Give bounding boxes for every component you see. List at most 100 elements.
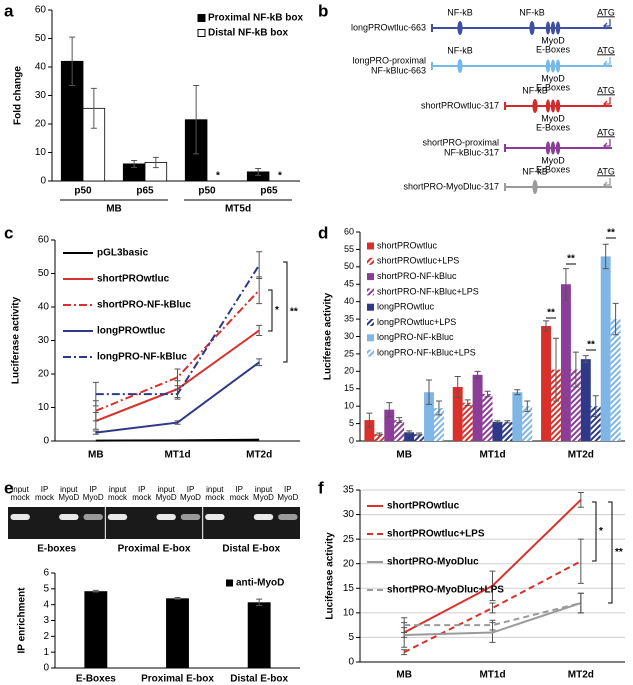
error-bar bbox=[474, 370, 481, 379]
nfkb-site bbox=[532, 99, 538, 113]
bar bbox=[84, 591, 108, 668]
bar bbox=[522, 406, 533, 441]
feature-label: MyoD bbox=[541, 155, 565, 165]
gel-band bbox=[107, 514, 128, 520]
error-bar bbox=[131, 159, 138, 168]
feature-label: ATG bbox=[597, 45, 615, 55]
bar bbox=[166, 598, 189, 668]
x-tick-label: MT1d bbox=[479, 670, 505, 681]
bar bbox=[580, 359, 591, 441]
error-bar bbox=[255, 167, 262, 176]
y-tick-label: 5 bbox=[43, 583, 49, 594]
error-bar bbox=[524, 400, 531, 412]
error-bar bbox=[426, 379, 433, 405]
error-bar bbox=[92, 430, 99, 435]
gel-lane-label: input bbox=[206, 485, 224, 494]
bar bbox=[364, 420, 375, 441]
line bbox=[404, 602, 582, 636]
x-tick-label: Distal E-box bbox=[230, 674, 288, 685]
gel-band bbox=[156, 514, 176, 520]
feature-label: MyoD bbox=[541, 113, 565, 123]
y-tick-label: 30 bbox=[38, 335, 50, 346]
y-tick-label: 2 bbox=[43, 631, 49, 642]
y-tick-label: 10 bbox=[38, 402, 50, 413]
x-tick-label: MT2d bbox=[568, 450, 594, 461]
bar bbox=[452, 387, 463, 441]
gel-lane-label: MyoD bbox=[156, 493, 177, 502]
error-bar bbox=[416, 432, 423, 436]
y-tick-label: 40 bbox=[344, 296, 354, 306]
panel-letter: c bbox=[4, 223, 13, 242]
legend-label: Distal NF-kB box bbox=[208, 28, 288, 39]
y-tick-label: 20 bbox=[38, 369, 50, 380]
gel-band bbox=[278, 514, 298, 520]
y-tick-label: 60 bbox=[344, 226, 354, 236]
group-label: MB bbox=[106, 204, 122, 215]
x-tick-label: MB bbox=[88, 450, 104, 461]
bar bbox=[394, 420, 405, 441]
legend-label: longPRO-NF-kBluc bbox=[377, 332, 454, 342]
nfkb-site bbox=[529, 21, 535, 35]
feature-label: ATG bbox=[597, 166, 615, 176]
legend-label: pGL3basic bbox=[97, 248, 149, 259]
gel-lane-label: input bbox=[11, 485, 29, 494]
line bbox=[95, 264, 261, 396]
legend-swatch bbox=[367, 242, 374, 250]
error-bar bbox=[552, 337, 559, 402]
legend-label: Proximal NF-kB box bbox=[208, 13, 303, 24]
y-tick-label: 15 bbox=[343, 583, 355, 594]
ebox-site bbox=[555, 99, 561, 113]
legend-label: longPROwtluc bbox=[377, 302, 435, 312]
ebox-site bbox=[545, 59, 551, 73]
error-bar bbox=[376, 432, 383, 436]
error-bar bbox=[174, 597, 181, 600]
x-tick-label: MT2d bbox=[568, 670, 594, 681]
construct-name: longPROwtluc-663 bbox=[351, 22, 426, 32]
gel-lane-label: IP bbox=[89, 485, 97, 494]
atg-arrow bbox=[603, 97, 611, 108]
line bbox=[403, 560, 582, 654]
x-tick-label: MT1d bbox=[164, 450, 190, 461]
error-bar bbox=[386, 402, 393, 418]
gel-lane-label: mock bbox=[108, 493, 128, 502]
feature-label: NF-kB bbox=[522, 166, 548, 176]
legend-swatch bbox=[367, 303, 374, 311]
gel-band bbox=[59, 514, 79, 520]
nfkb-site bbox=[457, 21, 463, 35]
legend-label: shortPROwtluc+LPS bbox=[387, 529, 485, 540]
bar bbox=[512, 392, 523, 441]
legend-swatch bbox=[197, 14, 206, 22]
y-axis-label: Fold change bbox=[13, 66, 24, 125]
y-tick-label: 6 bbox=[43, 568, 49, 579]
error-bar bbox=[464, 399, 471, 406]
y-tick-label: 0 bbox=[43, 663, 49, 674]
bar bbox=[462, 402, 473, 441]
y-tick-label: 5 bbox=[348, 632, 354, 643]
gel-band bbox=[10, 514, 30, 520]
bar bbox=[424, 392, 434, 441]
feature-label: ATG bbox=[597, 85, 615, 95]
significance-bracket bbox=[268, 289, 273, 332]
error-bar bbox=[152, 156, 159, 169]
x-tick-label: p50 bbox=[74, 186, 92, 197]
y-tick-label: 30 bbox=[344, 331, 354, 341]
x-tick-label: MB bbox=[396, 670, 412, 681]
legend-label: longPROwtluc+LPS bbox=[377, 317, 456, 327]
feature-label: E-Boxes bbox=[536, 164, 571, 174]
error-bar bbox=[69, 36, 76, 87]
error-bar bbox=[396, 417, 403, 424]
y-tick-label: 50 bbox=[344, 261, 354, 271]
y-tick-label: 10 bbox=[35, 147, 47, 158]
gel-lane-label: mock bbox=[35, 493, 55, 502]
line bbox=[95, 361, 260, 434]
x-tick-label: p65 bbox=[136, 186, 154, 197]
gel-lane-label: mock bbox=[11, 493, 31, 502]
legend-swatch bbox=[367, 334, 374, 342]
gel-lane-label: mock bbox=[132, 493, 152, 502]
annotation: ** bbox=[587, 340, 595, 351]
gel-lane-label: MyoD bbox=[83, 493, 104, 502]
gel-band bbox=[83, 514, 103, 520]
bar bbox=[384, 409, 395, 441]
gel-lane-label: IP bbox=[41, 485, 49, 494]
